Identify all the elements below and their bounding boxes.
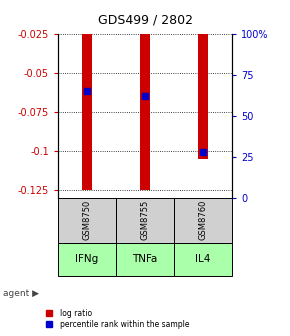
Bar (174, 198, 232, 243)
Text: TNFa: TNFa (132, 254, 158, 264)
Text: GSM8760: GSM8760 (198, 200, 208, 240)
Legend: log ratio, percentile rank within the sample: log ratio, percentile rank within the sa… (39, 306, 193, 332)
Bar (58, 243, 116, 276)
Text: IFNg: IFNg (75, 254, 99, 264)
Bar (116, 198, 174, 243)
Bar (58, 198, 116, 243)
Text: agent ▶: agent ▶ (3, 290, 39, 298)
Text: IL4: IL4 (195, 254, 211, 264)
Bar (82, 34, 92, 190)
Bar (116, 243, 174, 276)
Bar (174, 243, 232, 276)
Text: GSM8755: GSM8755 (140, 200, 150, 240)
Text: GSM8750: GSM8750 (82, 200, 92, 240)
Text: GDS499 / 2802: GDS499 / 2802 (97, 14, 193, 27)
Bar (198, 34, 208, 159)
Bar (140, 34, 150, 190)
